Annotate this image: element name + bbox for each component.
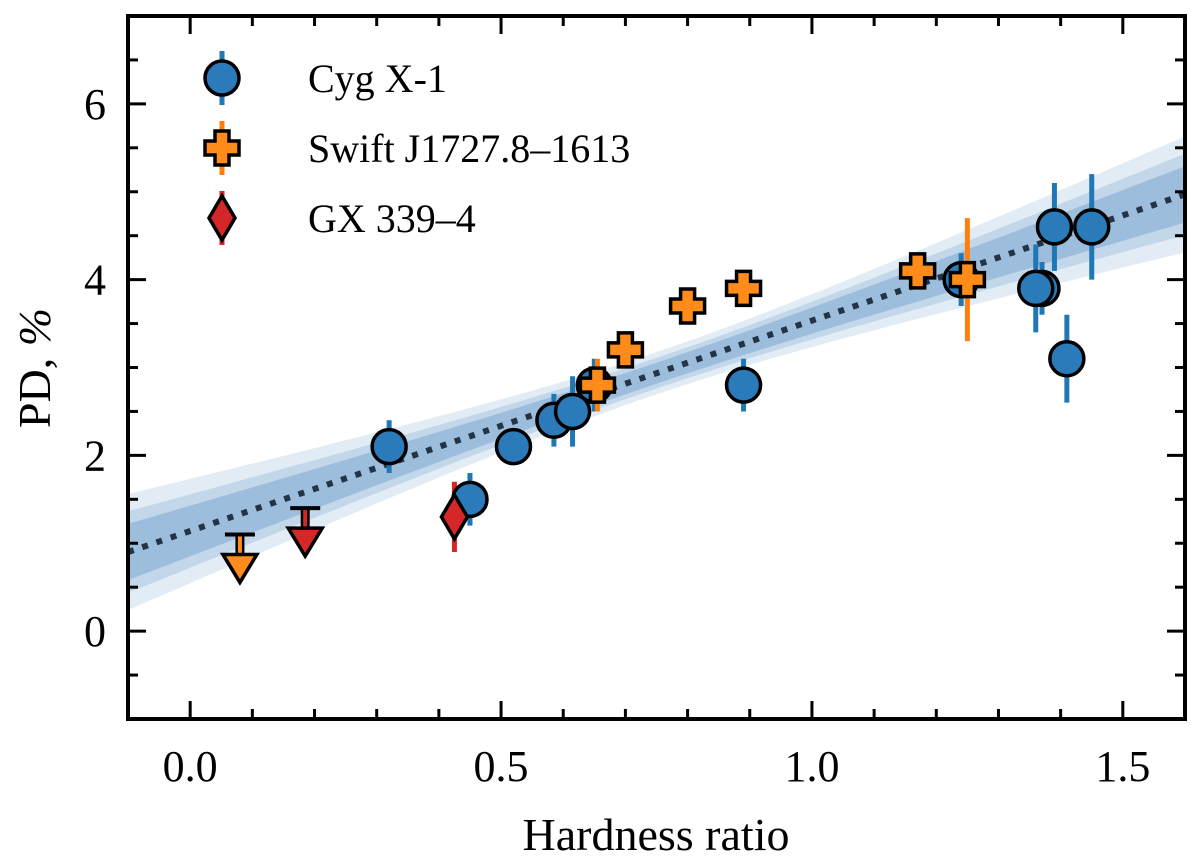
tick-labels: 0.0 0.5 1.0 1.5 0 2 4 6 [84, 80, 1150, 791]
data-markers [219, 208, 1111, 586]
y-tick-label: 4 [84, 256, 106, 305]
data-point-plus [606, 331, 645, 369]
y-axis-title: PD, % [9, 308, 60, 428]
legend-label: GX 339–4 [308, 196, 476, 241]
data-point-plus [898, 252, 937, 290]
data-point-circle [1072, 208, 1111, 246]
data-point-circle [1035, 208, 1074, 246]
data-point-diamond [439, 491, 470, 543]
fit-line [128, 191, 1185, 555]
data-point-circle [553, 392, 592, 431]
upper-limit-arrow [285, 526, 326, 560]
data-point-plus [578, 366, 617, 404]
legend-marker-plus [203, 129, 241, 167]
y-tick-label: 6 [84, 80, 106, 129]
x-tick-label: 0.5 [474, 742, 529, 791]
data-point-plus [668, 287, 707, 325]
legend-label: Cyg X-1 [308, 56, 447, 101]
fit-line-group [128, 191, 1185, 555]
x-tick-label: 1.0 [784, 742, 839, 791]
data-point-circle [1017, 269, 1055, 308]
legend-marker-diamond [206, 192, 238, 244]
x-tick-label: 1.5 [1095, 742, 1150, 791]
axis-ticks [128, 16, 1185, 719]
x-tick-label: 0.0 [163, 742, 218, 791]
upper-limit-arrow [219, 552, 261, 586]
data-point-plus [724, 269, 763, 308]
data-point-circle [370, 427, 408, 466]
x-axis-title: Hardness ratio [523, 809, 790, 860]
data-point-circle [1048, 339, 1086, 378]
legend-label: Swift J1727.8–1613 [308, 126, 630, 171]
legend: Cyg X-1 Swift J1727.8–1613 GX 339–4 [203, 51, 630, 245]
y-tick-label: 2 [84, 431, 106, 480]
legend-marker-circle [203, 59, 241, 97]
y-tick-label: 0 [84, 607, 106, 656]
data-point-circle [494, 427, 533, 466]
data-point-circle [724, 366, 763, 404]
data-point-plus [948, 260, 987, 299]
